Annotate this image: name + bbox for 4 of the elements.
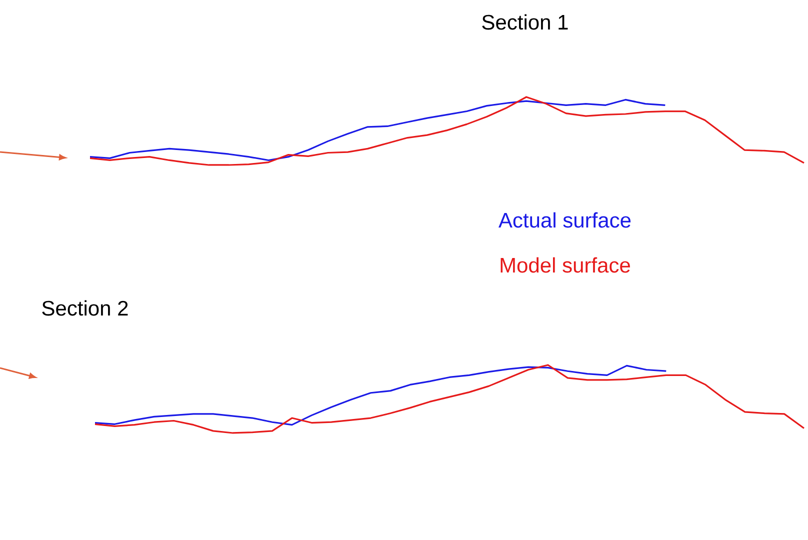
chart-title: Section 1 — [482, 14, 568, 30]
text: Actual surface — [498, 212, 631, 228]
chart-title: Section 2 — [42, 300, 128, 316]
text: Model surface — [500, 257, 630, 273]
